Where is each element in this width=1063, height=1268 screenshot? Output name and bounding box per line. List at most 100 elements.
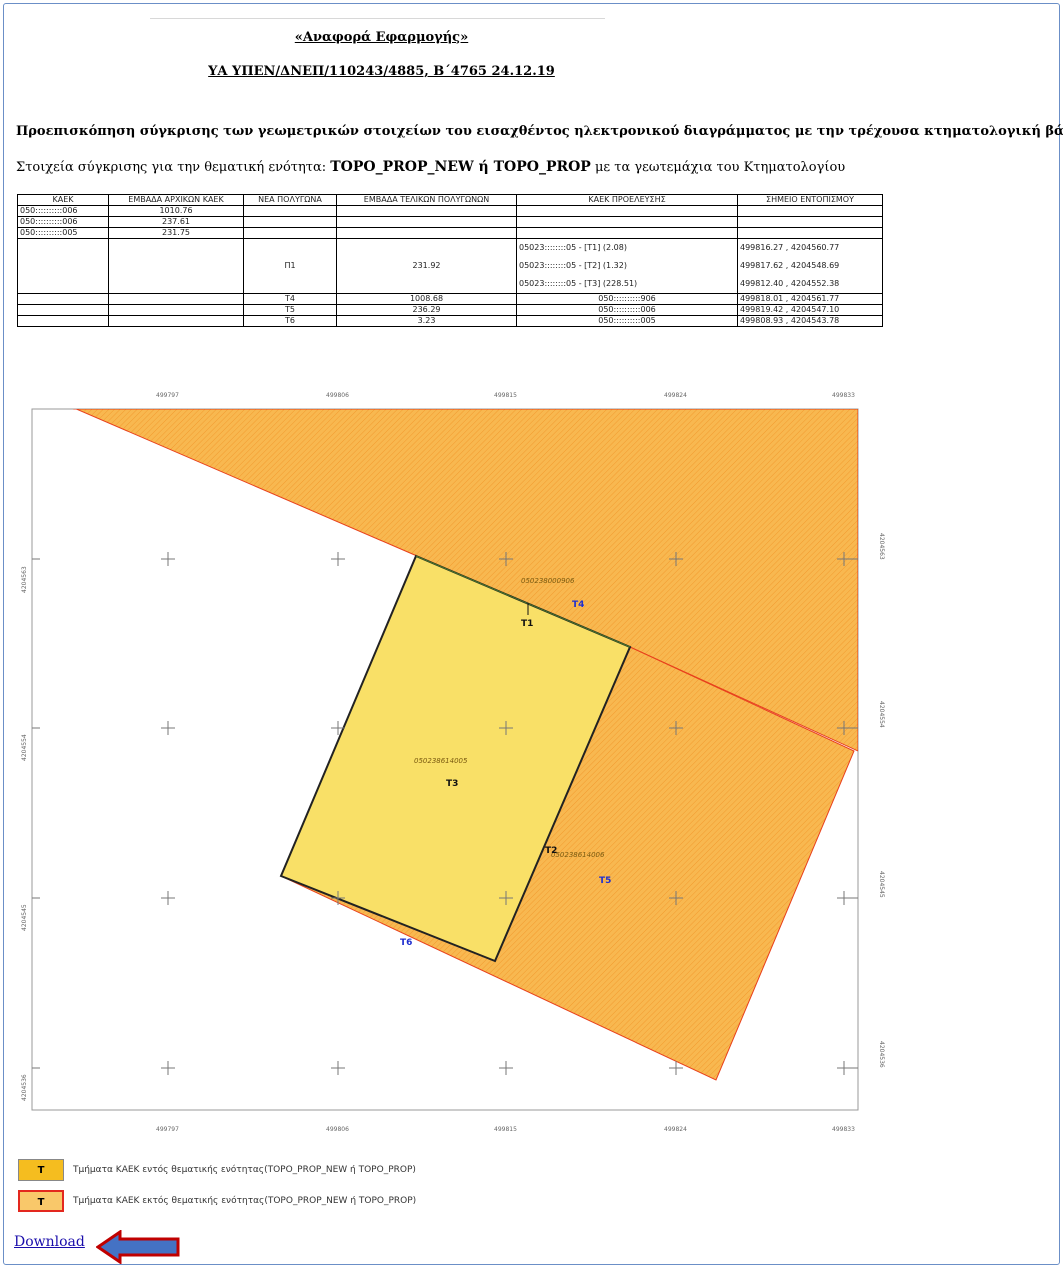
- subheading-prefix: Στοιχεία σύγκρισης για την θεματική ενότ…: [16, 160, 331, 175]
- cell-new-polygon: [243, 227, 337, 239]
- subheading-layer: TOPO_PROP_NEW ή TOPO_PROP: [330, 159, 591, 175]
- tick-top: 499806: [326, 392, 349, 399]
- table-row: T4 1008.68 050::::::::::906 499818.01 , …: [17, 293, 883, 305]
- table-row: 050::::::::::005 231.75: [17, 227, 883, 239]
- map-ticks-left: 4204563 4204554 4204545 4204536: [21, 566, 28, 1101]
- tick-bottom: 499815: [494, 1126, 517, 1133]
- map-grid: [32, 552, 858, 1075]
- cell-final-area: [336, 205, 517, 217]
- legend-outside-symbol: T: [18, 1190, 64, 1212]
- tick-left: 4204536: [21, 1074, 28, 1101]
- table-header-row: ΚΑΕΚ ΕΜΒΑΔΑ ΑΡΧΙΚΩΝ ΚΑΕΚ ΝΕΑ ΠΟΛΥΓΩΝΑ ΕΜ…: [17, 194, 883, 206]
- cell-kaek: [17, 238, 109, 294]
- comparison-table: ΚΑΕΚ ΕΜΒΑΔΑ ΑΡΧΙΚΩΝ ΚΑΕΚ ΝΕΑ ΠΟΛΥΓΩΝΑ ΕΜ…: [17, 194, 883, 327]
- cell-location: 499818.01 , 4204561.77: [737, 293, 883, 305]
- map-ticks-right: 4204563 4204554 4204545 4204536: [878, 533, 885, 1068]
- cell-new-polygon: Π1: [243, 238, 337, 294]
- cell-final-area: 236.29: [336, 304, 517, 316]
- cell-origin-kaek: 05023::::::::05 - [T1] (2.08) 05023:::::…: [516, 238, 738, 294]
- cell-initial-area: [108, 315, 244, 327]
- cell-location: 499808.93 , 4204543.78: [737, 315, 883, 327]
- cell-initial-area: 1010.76: [108, 205, 244, 217]
- tick-top: 499833: [832, 392, 855, 399]
- tick-right: 4204554: [878, 701, 885, 728]
- kaek-label: 050238000906: [521, 577, 575, 585]
- legend-outside-text: Τμήματα ΚΑΕΚ εκτός θεματικής ενότητας(TO…: [73, 1196, 417, 1206]
- col-initial-area: ΕΜΒΑΔΑ ΑΡΧΙΚΩΝ ΚΑΕΚ: [108, 194, 244, 206]
- cell-final-area: 3.23: [336, 315, 517, 327]
- col-kaek: ΚΑΕΚ: [17, 194, 109, 206]
- cell-origin-kaek: [516, 205, 738, 217]
- tick-top: 499824: [664, 392, 687, 399]
- cell-new-polygon: [243, 216, 337, 228]
- tick-right: 4204563: [878, 533, 885, 560]
- cell-kaek: 050::::::::::006: [17, 216, 109, 228]
- kaek-label: 050238614006: [551, 851, 605, 859]
- tick-left: 4204545: [21, 904, 28, 931]
- col-final-area: ΕΜΒΑΔΑ ΤΕΛΙΚΩΝ ΠΟΛΥΓΩΝΩΝ: [336, 194, 517, 206]
- table-row: Π1 231.92 05023::::::::05 - [T1] (2.08) …: [17, 238, 883, 294]
- label-t5: T5: [599, 876, 611, 886]
- arrow-left-icon: [96, 1230, 180, 1264]
- cell-new-polygon: [243, 205, 337, 217]
- label-t6: T6: [400, 938, 412, 948]
- table-row: T6 3.23 050::::::::::005 499808.93 , 420…: [17, 315, 883, 327]
- kaek-label: 050238614005: [414, 757, 468, 765]
- location-line: 499817.62 , 4204548.69: [740, 261, 840, 270]
- cell-final-area: [336, 227, 517, 239]
- comparison-map: 499797 499806 499815 499824 499833 49979…: [21, 392, 885, 1133]
- parcel-edge: [415, 555, 631, 648]
- tick-bottom: 499833: [832, 1126, 855, 1133]
- cell-origin-kaek: 050::::::::::906: [516, 293, 738, 305]
- cell-new-polygon: T5: [243, 304, 337, 316]
- origin-kaek-line: 05023::::::::05 - [T2] (1.32): [519, 261, 627, 270]
- cell-kaek: [17, 304, 109, 316]
- cell-location: [737, 227, 883, 239]
- report-reference: ΥΑ ΥΠΕΝ/ΔΝΕΠ/110243/4885, Β΄4765 24.12.1…: [208, 64, 555, 79]
- label-t3: T3: [446, 779, 458, 789]
- cell-kaek: [17, 315, 109, 327]
- map-kaek-labels: 050238000906 050238614005 050238614006: [414, 577, 605, 859]
- table-row: 050::::::::::006 1010.76: [17, 205, 883, 217]
- cell-location: 499819.42 , 4204547.10: [737, 304, 883, 316]
- tick-bottom: 499824: [664, 1126, 687, 1133]
- cell-final-area: 1008.68: [336, 293, 517, 305]
- table-row: 050::::::::::006 237.61: [17, 216, 883, 228]
- cell-initial-area: [108, 304, 244, 316]
- col-location-point: ΣΗΜΕΙΟ ΕΝΤΟΠΙΣΜΟΥ: [737, 194, 883, 206]
- tick-right: 4204545: [878, 871, 885, 898]
- col-origin-kaek: ΚΑΕΚ ΠΡΟΕΛΕΥΣΗΣ: [516, 194, 738, 206]
- cell-initial-area: [108, 293, 244, 305]
- tick-left: 4204554: [21, 734, 28, 761]
- col-new-polygons: ΝΕΑ ΠΟΛΥΓΩΝΑ: [243, 194, 337, 206]
- tick-left: 4204563: [21, 566, 28, 593]
- cell-final-area: 231.92: [336, 238, 517, 294]
- tick-bottom: 499797: [156, 1126, 179, 1133]
- cell-new-polygon: T6: [243, 315, 337, 327]
- cell-initial-area: 231.75: [108, 227, 244, 239]
- map-ticks-bottom: 499797 499806 499815 499824 499833: [156, 1126, 855, 1133]
- location-line: 499812.40 , 4204552.38: [740, 279, 840, 288]
- location-line: 499816.27 , 4204560.77: [740, 243, 840, 252]
- comparison-heading: Προεπισκόπηση σύγκρισης των γεωμετρικών …: [16, 124, 1063, 139]
- page-frame: [3, 3, 1060, 1265]
- cell-origin-kaek: [516, 216, 738, 228]
- cell-new-polygon: T4: [243, 293, 337, 305]
- map-parcel-labels: T1 T3 T2 T4 T5 T6: [400, 600, 611, 948]
- comparison-subheading: Στοιχεία σύγκρισης για την θεματική ενότ…: [16, 159, 845, 175]
- label-t1: T1: [521, 619, 533, 629]
- map-ticks-top: 499797 499806 499815 499824 499833: [156, 392, 855, 399]
- download-link[interactable]: Download: [14, 1234, 85, 1250]
- table-row: T5 236.29 050::::::::::006 499819.42 , 4…: [17, 304, 883, 316]
- report-title: «Αναφορά Εφαρμογής»: [294, 30, 469, 45]
- tick-bottom: 499806: [326, 1126, 349, 1133]
- cell-kaek: 050::::::::::006: [17, 205, 109, 217]
- cell-location: [737, 216, 883, 228]
- separator-line: [150, 18, 605, 19]
- cell-origin-kaek: [516, 227, 738, 239]
- cell-origin-kaek: 050::::::::::006: [516, 304, 738, 316]
- cell-final-area: [336, 216, 517, 228]
- cell-kaek: [17, 293, 109, 305]
- cell-kaek: 050::::::::::005: [17, 227, 109, 239]
- legend-inside-text: Τμήματα ΚΑΕΚ εντός θεματικής ενότητας(TO…: [73, 1165, 416, 1175]
